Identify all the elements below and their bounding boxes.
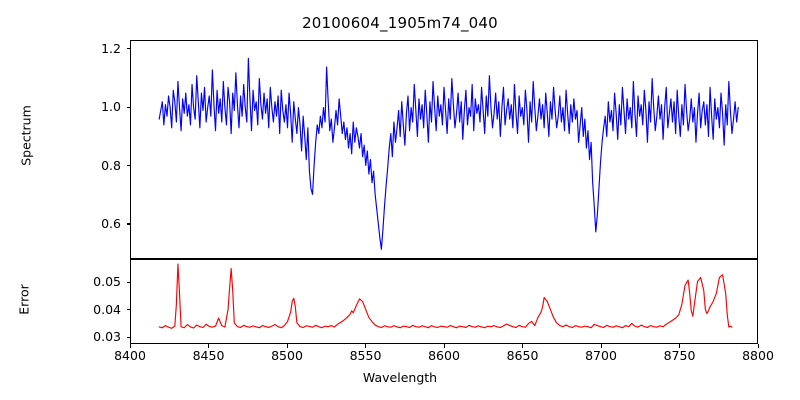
x-tick-label: 8750 xyxy=(663,348,696,363)
spectrum-y-tick xyxy=(126,48,130,50)
error-axes xyxy=(130,259,758,344)
x-tick-label: 8550 xyxy=(349,348,382,363)
x-tick xyxy=(286,344,288,348)
x-tick-label: 8450 xyxy=(192,348,225,363)
x-tick-label: 8600 xyxy=(428,348,460,363)
x-tick xyxy=(365,344,367,348)
spectrum-y-tick xyxy=(126,165,130,167)
x-tick xyxy=(522,344,524,348)
x-tick xyxy=(443,344,445,348)
x-tick-label: 8800 xyxy=(742,348,774,363)
error-y-tick-label: 0.04 xyxy=(93,301,121,317)
x-tick-label: 8400 xyxy=(114,348,146,363)
spectrum-series xyxy=(159,58,738,249)
spectrum-y-tick xyxy=(126,106,130,108)
error-y-tick xyxy=(126,336,130,338)
spectrum-y-axis-label: Spectrum xyxy=(18,105,34,166)
spectrum-y-tick-label: 1.2 xyxy=(101,40,121,56)
error-y-axis-label: Error xyxy=(16,284,32,315)
spectrum-y-tick-label: 0.6 xyxy=(101,215,121,231)
spectrum-y-tick xyxy=(126,223,130,225)
x-tick xyxy=(208,344,210,348)
x-tick xyxy=(129,344,131,348)
x-axis-label: Wavelength xyxy=(362,370,438,385)
spectrum-y-tick-label: 0.8 xyxy=(101,157,121,173)
spectrum-axes xyxy=(130,40,758,259)
chart-title: 20100604_1905m74_040 xyxy=(302,14,498,32)
x-tick xyxy=(757,344,759,348)
x-tick-label: 8700 xyxy=(585,348,617,363)
error-y-tick xyxy=(126,281,130,283)
x-tick-label: 8650 xyxy=(506,348,539,363)
spectrum-line-plot xyxy=(131,41,757,258)
error-y-tick xyxy=(126,309,130,311)
x-tick xyxy=(600,344,602,348)
error-series xyxy=(159,264,732,328)
spectrum-y-tick-label: 1.0 xyxy=(101,99,121,115)
error-y-tick-label: 0.03 xyxy=(93,329,121,345)
x-tick-label: 8500 xyxy=(271,348,303,363)
x-tick xyxy=(679,344,681,348)
error-y-tick-label: 0.05 xyxy=(93,274,121,290)
error-line-plot xyxy=(131,260,757,343)
